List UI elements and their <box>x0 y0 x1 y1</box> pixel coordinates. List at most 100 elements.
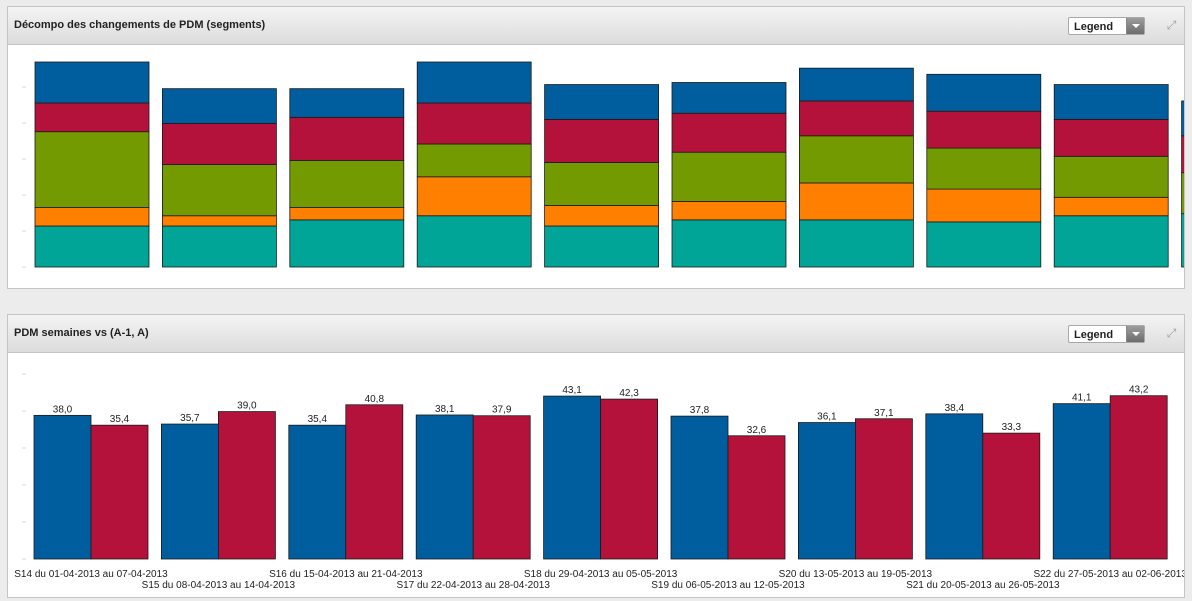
category-label: S20 du 13-05-2013 au 19-05-2013 <box>779 569 933 580</box>
expand-arrows-icon[interactable]: ⤢ <box>1166 18 1177 32</box>
bar[interactable] <box>982 432 1041 560</box>
category-label: S22 du 27-05-2013 au 02-06-2013 <box>1033 569 1184 580</box>
bar-segment[interactable] <box>1181 100 1184 137</box>
stacked-bar <box>544 84 659 268</box>
data-label: 32,6 <box>747 425 767 436</box>
bar-segment[interactable] <box>416 143 532 178</box>
bar-segment[interactable] <box>1181 135 1184 174</box>
bar[interactable] <box>925 413 984 560</box>
bar-segment[interactable] <box>926 147 1042 190</box>
bar-segment[interactable] <box>289 160 405 208</box>
stacked-bar <box>1053 84 1169 268</box>
bar-segment[interactable] <box>544 225 659 268</box>
bar[interactable] <box>415 414 474 560</box>
data-label: 43,2 <box>1129 385 1149 396</box>
bar-segment[interactable] <box>161 123 277 165</box>
bar-segment[interactable] <box>289 219 405 268</box>
decompo-panel-title: Décompo des changements de PDM (segments… <box>14 19 266 31</box>
bar-segment[interactable] <box>1053 119 1169 157</box>
bar-segment[interactable] <box>289 88 405 118</box>
bar-segment[interactable] <box>799 67 914 102</box>
bar-segment[interactable] <box>161 164 277 217</box>
stacked-bar <box>926 73 1042 268</box>
data-label: 38,0 <box>53 404 73 415</box>
bar[interactable] <box>855 418 913 560</box>
bar-segment[interactable] <box>416 61 532 104</box>
bar[interactable] <box>1052 403 1111 560</box>
bar-segment[interactable] <box>161 88 277 124</box>
bar-segment[interactable] <box>1053 84 1169 120</box>
bar-segment[interactable] <box>34 102 150 133</box>
bar[interactable] <box>798 422 856 560</box>
semaines-panel-title: PDM semaines vs (A-1, A) <box>14 327 149 339</box>
bar[interactable] <box>1109 395 1168 560</box>
bar[interactable] <box>217 411 276 560</box>
bar-segment[interactable] <box>671 219 787 268</box>
decompo-panel: Décompo des changements de PDM (segments… <box>7 6 1185 289</box>
bar-segment[interactable] <box>34 225 150 268</box>
data-label: 40,8 <box>365 394 385 405</box>
bar-segment[interactable] <box>416 176 532 217</box>
bar-segment[interactable] <box>926 110 1042 149</box>
category-label: S16 du 15-04-2013 au 21-04-2013 <box>269 569 423 580</box>
bar-segment[interactable] <box>926 221 1042 268</box>
category-label: S17 du 22-04-2013 au 28-04-2013 <box>396 580 550 591</box>
bar-segment[interactable] <box>799 219 914 268</box>
bar[interactable] <box>600 398 658 560</box>
bar-segment[interactable] <box>926 188 1042 223</box>
bar-segment[interactable] <box>671 82 787 114</box>
decompo-legend-label: Legend <box>1074 21 1114 33</box>
bar-segment[interactable] <box>34 207 150 227</box>
decompo-legend-dropdown[interactable]: Legend <box>1068 17 1145 35</box>
data-label: 36,1 <box>817 412 837 423</box>
bar-segment[interactable] <box>161 225 277 268</box>
data-label: 35,4 <box>110 414 130 425</box>
chevron-down-icon[interactable] <box>1126 326 1144 342</box>
stacked-bar <box>34 61 150 268</box>
bar-segment[interactable] <box>1181 172 1184 215</box>
bar-segment[interactable] <box>1053 215 1169 268</box>
stacked-bar <box>799 67 914 268</box>
bar-segment[interactable] <box>544 162 659 206</box>
bar-segment[interactable] <box>544 84 659 120</box>
bar-segment[interactable] <box>289 116 405 161</box>
category-label: S19 du 06-05-2013 au 12-05-2013 <box>651 580 805 591</box>
bar-segment[interactable] <box>671 200 787 221</box>
bar-segment[interactable] <box>671 151 787 202</box>
bar-segment[interactable] <box>34 131 150 208</box>
stacked-bar <box>1181 100 1184 268</box>
bar[interactable] <box>727 435 786 560</box>
data-label: 33,3 <box>1002 422 1022 433</box>
bar[interactable] <box>160 423 219 560</box>
bar[interactable] <box>33 414 92 560</box>
bar[interactable] <box>288 424 347 560</box>
stacked-bar <box>416 61 532 268</box>
decompo-stacked-bar-chart <box>22 61 1184 268</box>
bar-segment[interactable] <box>671 112 787 153</box>
category-label: S18 du 29-04-2013 au 05-05-2013 <box>524 569 678 580</box>
bar-segment[interactable] <box>289 207 405 221</box>
bar-segment[interactable] <box>161 215 277 227</box>
bar[interactable] <box>345 404 404 560</box>
bar-segment[interactable] <box>1053 196 1169 217</box>
bar-segment[interactable] <box>544 119 659 163</box>
bar[interactable] <box>472 415 531 560</box>
expand-arrows-icon[interactable]: ⤢ <box>1166 326 1177 340</box>
bar-segment[interactable] <box>544 205 659 227</box>
bar[interactable] <box>670 415 729 560</box>
bar-segment[interactable] <box>1053 155 1169 198</box>
semaines-legend-label: Legend <box>1074 329 1114 341</box>
bar-segment[interactable] <box>416 102 532 145</box>
semaines-legend-dropdown[interactable]: Legend <box>1068 325 1145 343</box>
bar-segment[interactable] <box>799 182 914 221</box>
bar-segment[interactable] <box>34 61 150 104</box>
bar[interactable] <box>543 395 601 560</box>
bar-segment[interactable] <box>1181 213 1184 268</box>
chevron-down-icon[interactable] <box>1126 18 1144 34</box>
bar[interactable] <box>90 424 149 560</box>
bar-segment[interactable] <box>926 73 1042 112</box>
bar-segment[interactable] <box>799 135 914 184</box>
bar-segment[interactable] <box>416 215 532 268</box>
category-label: S14 du 01-04-2013 au 07-04-2013 <box>14 569 168 580</box>
bar-segment[interactable] <box>799 100 914 137</box>
